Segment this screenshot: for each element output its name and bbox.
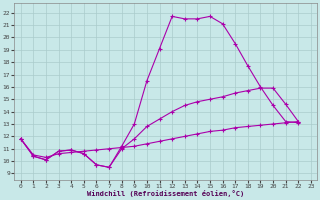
X-axis label: Windchill (Refroidissement éolien,°C): Windchill (Refroidissement éolien,°C): [87, 190, 244, 197]
